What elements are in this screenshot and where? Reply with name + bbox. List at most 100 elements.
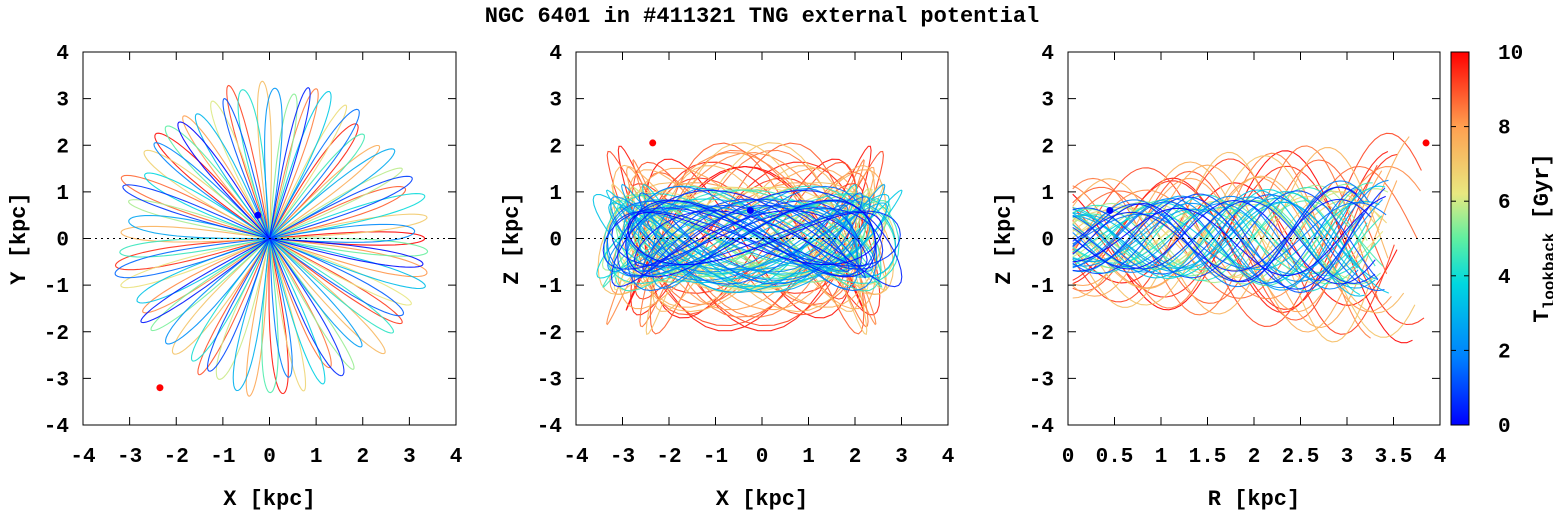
y-tick-label: -2 [537, 323, 562, 346]
y-tick-label: 2 [1041, 136, 1054, 159]
orbit-trace-3 [268, 238, 289, 395]
y-tick-label: 0 [549, 230, 562, 253]
orbit-trace-61 [638, 192, 864, 285]
orbit-trace-6 [269, 238, 403, 325]
orbit-trace-55 [165, 238, 270, 345]
y-tick-label: -2 [44, 323, 69, 346]
marker-present [746, 207, 754, 215]
y-tick-label: 4 [549, 43, 562, 66]
x-tick-label: 0 [1062, 446, 1075, 469]
colorbar: 0 2 4 6 8 10 Tlookback [Gyr] [1450, 43, 1553, 439]
orbit-trace-69 [1072, 186, 1358, 283]
x-tick-label: -4 [563, 446, 588, 469]
orbit-trace-68 [1072, 200, 1376, 285]
orbit-trace-39 [1072, 187, 1376, 282]
orbit-trace-16 [245, 238, 271, 397]
orbit-trace-20 [256, 80, 272, 239]
x-tick-label: 0 [756, 446, 769, 469]
y-tick-label: -1 [44, 276, 69, 299]
colorbar-label: Tlookback [Gyr] [1530, 153, 1553, 322]
orbit-trace-39 [602, 189, 883, 288]
orbit-trace-59 [1072, 202, 1387, 270]
orbit-trace-9 [269, 186, 407, 240]
orbit-trace-15 [182, 115, 270, 239]
colorbar-label-unit: [Gyr] [1530, 153, 1553, 232]
orbit-trace-64 [1072, 186, 1365, 282]
orbit-trace-67 [268, 87, 311, 239]
orbit-trace-47 [136, 237, 270, 304]
orbit-trace-30 [269, 167, 403, 240]
orbit-trace-32 [269, 238, 355, 370]
figure-title: NGC 6401 in #411321 TNG external potenti… [485, 4, 1040, 29]
orbit-trace-18 [1072, 147, 1389, 315]
colorbar-tick-label: 6 [1498, 192, 1511, 215]
orbit-trace-7 [226, 84, 271, 239]
orbit-trace-40 [1072, 208, 1383, 275]
orbit-trace-50 [232, 238, 271, 392]
orbit-trace-57 [626, 205, 858, 272]
orbit-trace-61 [269, 237, 405, 317]
orbit-trace-64 [269, 175, 413, 240]
orbit-trace-54 [264, 87, 283, 239]
y-tick-label: 0 [1041, 230, 1054, 253]
orbit-trace-69 [625, 199, 877, 278]
orbit-trace-65 [611, 210, 901, 267]
orbit-trace-2 [154, 132, 270, 239]
orbit-trace-57 [153, 142, 270, 239]
orbit-trace-55 [607, 205, 874, 272]
y-tick-label: -1 [1029, 276, 1054, 299]
x-tick-label: 0 [263, 446, 276, 469]
y-tick-label: 2 [56, 136, 69, 159]
orbit-trace-21 [1072, 155, 1416, 338]
orbit-trace-10 [1072, 165, 1418, 299]
orbit-trace-40 [269, 238, 395, 334]
orbit-trace-61 [1072, 194, 1385, 292]
colorbar-label-sub: lookback [1541, 232, 1553, 309]
orbit-trace-69 [269, 237, 424, 268]
orbit-trace-46 [268, 91, 332, 239]
orbit-trace-11 [1072, 145, 1379, 316]
orbit-trace-25 [269, 104, 348, 239]
orbit-trace-36 [1072, 200, 1353, 284]
y-tick-label: 4 [1041, 43, 1054, 66]
y-tick-label: -3 [537, 369, 562, 392]
x-tick-label: 2 [1248, 446, 1261, 469]
orbit-trace-20 [1072, 151, 1373, 343]
orbit-trace-45 [1072, 201, 1380, 271]
y-tick-label: 3 [56, 90, 69, 113]
y-tick-label: 3 [1041, 90, 1054, 113]
colorbar-tick-label: 10 [1498, 43, 1523, 66]
orbit-trace-62 [1072, 193, 1363, 293]
marker-present [1106, 207, 1114, 215]
marker-start [156, 384, 164, 392]
x-tick-label: 3.5 [1375, 446, 1413, 469]
orbit-trace-66 [602, 207, 884, 270]
colorbar-tick-label: 4 [1498, 267, 1511, 290]
orbit-trace-33 [268, 93, 298, 239]
orbit-trace-70 [1072, 195, 1386, 277]
orbit-trace-36 [164, 125, 270, 239]
y-tick-label: -4 [1029, 416, 1054, 439]
orbit-trace-10 [120, 174, 270, 240]
orbit-traces [114, 80, 429, 397]
colorbar-gradient [1450, 51, 1470, 426]
orbit-trace-1 [269, 231, 426, 246]
orbit-traces [592, 142, 903, 336]
orbit-trace-6 [1072, 158, 1395, 335]
orbit-trace-12 [268, 88, 319, 239]
x-tick-label: 3 [895, 446, 908, 469]
orbit-trace-68 [633, 210, 868, 267]
orbit-trace-60 [114, 237, 270, 279]
orbit-trace-49 [194, 113, 271, 239]
chart-panel-2: -4 -3 -2 -1 0 1 2 3 4 -4 -3 -2 -1 0 1 2 3 4 X [kpc] Z [kpc] [500, 43, 954, 512]
orbit-trace-48 [608, 202, 888, 275]
x-tick-label: -2 [164, 446, 189, 469]
y-tick-label: 1 [56, 183, 69, 206]
x-tick-label: 4 [1434, 446, 1447, 469]
orbit-trace-27 [269, 237, 412, 306]
orbit-trace-21 [171, 238, 270, 355]
y-tick-label: 4 [56, 43, 69, 66]
orbit-trace-66 [1072, 187, 1386, 290]
orbit-trace-68 [140, 238, 270, 324]
